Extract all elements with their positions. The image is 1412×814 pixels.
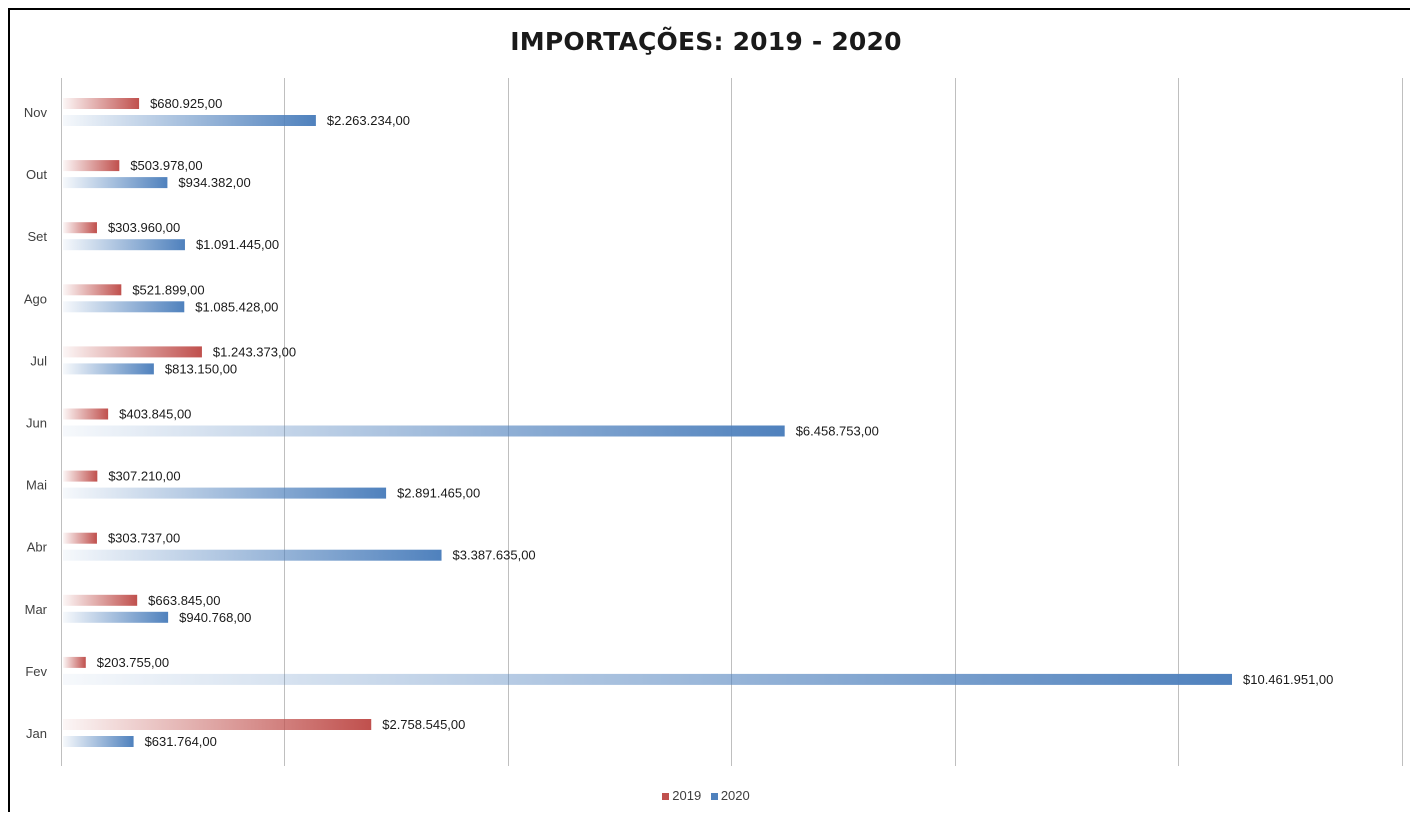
data-label-2019-fev: $203.755,00 bbox=[97, 655, 169, 670]
gridlines bbox=[61, 78, 1403, 766]
data-label-2019-jan: $2.758.545,00 bbox=[382, 717, 465, 732]
bars bbox=[63, 98, 1232, 747]
bar-2020-out bbox=[63, 177, 168, 189]
legend-label-2020: 2020 bbox=[720, 788, 750, 803]
legend: 2019 2020 bbox=[0, 788, 1412, 803]
bar-2019-ago bbox=[63, 284, 122, 296]
bar-2020-abr bbox=[63, 549, 442, 561]
bar-2019-nov bbox=[63, 98, 140, 109]
data-label-2020-jun: $6.458.753,00 bbox=[796, 424, 879, 439]
category-label-jan: Jan bbox=[26, 726, 47, 741]
data-label-2019-abr: $303.737,00 bbox=[108, 531, 180, 546]
bar-2020-jan bbox=[63, 736, 134, 747]
data-label-2020-mai: $2.891.465,00 bbox=[397, 486, 480, 501]
bar-2020-nov bbox=[63, 115, 316, 126]
bar-2020-set bbox=[63, 239, 185, 251]
bar-2019-abr bbox=[63, 532, 97, 544]
legend-swatch-2020 bbox=[710, 793, 718, 800]
data-label-2019-ago: $521.899,00 bbox=[132, 282, 204, 297]
legend-item-2019: 2019 bbox=[662, 788, 701, 803]
data-label-2020-out: $934.382,00 bbox=[178, 175, 250, 190]
category-label-abr: Abr bbox=[27, 540, 48, 555]
legend-label-2019: 2019 bbox=[672, 788, 702, 803]
category-label-jun: Jun bbox=[26, 416, 47, 431]
data-label-2019-mai: $307.210,00 bbox=[108, 469, 180, 484]
category-axis-labels: Jan Fev Mar Abr Mai Jun Jul Ago Set Out Nov bbox=[24, 105, 48, 741]
category-label-mai: Mai bbox=[26, 478, 47, 493]
data-label-2020-abr: $3.387.635,00 bbox=[453, 548, 536, 563]
category-label-nov: Nov bbox=[24, 105, 48, 120]
data-label-2020-jan: $631.764,00 bbox=[145, 734, 217, 749]
bar-2019-out bbox=[63, 160, 120, 172]
category-label-fev: Fev bbox=[25, 664, 47, 679]
bar-2020-ago bbox=[63, 301, 185, 313]
bar-2020-fev bbox=[63, 673, 1232, 685]
chart-title: IMPORTAÇÕES: 2019 - 2020 bbox=[510, 27, 902, 56]
data-label-2019-set: $303.960,00 bbox=[108, 220, 180, 235]
data-label-2019-nov: $680.925,00 bbox=[150, 96, 222, 111]
bar-2020-mar bbox=[63, 611, 169, 623]
category-label-set: Set bbox=[27, 229, 47, 244]
data-label-2020-jul: $813.150,00 bbox=[165, 361, 237, 376]
category-label-jul: Jul bbox=[30, 353, 47, 368]
data-label-2019-jul: $1.243.373,00 bbox=[213, 344, 296, 359]
data-label-2019-out: $503.978,00 bbox=[130, 158, 202, 173]
legend-swatch-2019 bbox=[662, 793, 670, 800]
category-label-ago: Ago bbox=[24, 291, 47, 306]
bar-2019-jun bbox=[63, 408, 109, 420]
legend-item-2020: 2020 bbox=[710, 788, 750, 803]
bar-2019-set bbox=[63, 222, 97, 234]
data-label-2020-mar: $940.768,00 bbox=[179, 610, 251, 625]
data-label-2020-fev: $10.461.951,00 bbox=[1243, 672, 1333, 687]
data-label-2019-mar: $663.845,00 bbox=[148, 593, 220, 608]
bar-2019-mar bbox=[63, 594, 138, 606]
category-label-mar: Mar bbox=[25, 602, 48, 617]
bar-2019-fev bbox=[63, 656, 86, 668]
bar-2020-mai bbox=[63, 487, 387, 499]
bar-2020-jun bbox=[63, 425, 785, 437]
data-labels: $2.758.545,00 $631.764,00 $203.755,00 $10.4… bbox=[97, 96, 1334, 749]
bar-2019-jan bbox=[63, 719, 372, 730]
category-label-out: Out bbox=[26, 167, 47, 182]
data-label-2020-nov: $2.263.234,00 bbox=[327, 113, 410, 128]
bar-2020-jul bbox=[63, 363, 154, 375]
bar-2019-jul bbox=[63, 346, 202, 358]
data-label-2020-ago: $1.085.428,00 bbox=[195, 299, 278, 314]
bar-2019-mai bbox=[63, 470, 98, 482]
data-label-2019-jun: $403.845,00 bbox=[119, 407, 191, 422]
data-label-2020-set: $1.091.445,00 bbox=[196, 237, 279, 252]
